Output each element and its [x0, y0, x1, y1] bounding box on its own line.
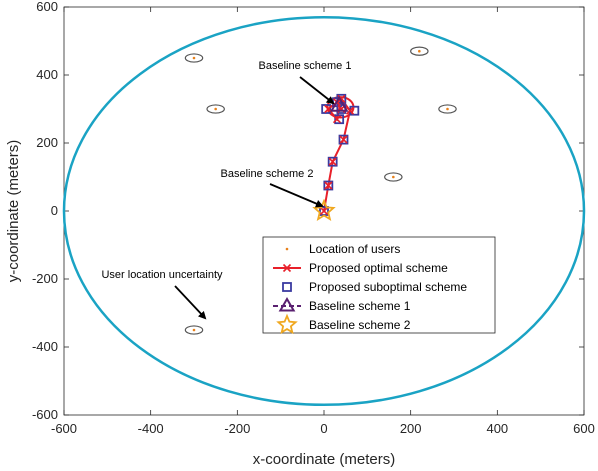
x-marker-stroke	[324, 181, 333, 190]
legend-label: Location of users	[309, 242, 400, 256]
suboptimal-point	[327, 156, 338, 167]
user-uncertainty-ellipse	[438, 104, 457, 114]
x-marker-stroke	[319, 206, 329, 216]
optimal-point	[332, 115, 342, 124]
x-tick-label: -600	[51, 421, 77, 436]
annotation-label: Baseline scheme 1	[259, 60, 352, 72]
x-tick-label: 400	[486, 421, 508, 436]
user-uncertainty-ellipse	[184, 53, 204, 63]
legend-symbol	[278, 296, 296, 312]
annotation-label: Baseline scheme 2	[221, 168, 314, 180]
annotation-arrow	[174, 285, 207, 320]
legend-item: Baseline scheme 2	[276, 313, 411, 335]
optimal-point	[319, 206, 329, 216]
x-marker-stroke	[328, 157, 337, 166]
user-location-point	[418, 49, 421, 53]
x-tick-label: -400	[138, 421, 164, 436]
legend: Location of users Proposed optimal scheme…	[262, 236, 496, 335]
y-tick-label: 0	[51, 203, 58, 218]
legend-label: Proposed optimal scheme	[309, 261, 448, 275]
legend-label: Proposed suboptimal scheme	[309, 280, 467, 294]
legend-symbol	[282, 263, 292, 273]
legend-item: Location of users	[285, 242, 400, 256]
suboptimal-point	[334, 114, 345, 125]
legend-label: Baseline scheme 1	[309, 299, 411, 313]
user-uncertainty-ellipse	[184, 325, 204, 335]
legend-item: Proposed optimal scheme	[273, 261, 448, 275]
suboptimal-point	[338, 134, 349, 145]
user-uncertainty-ellipse	[384, 172, 403, 182]
baseline2-point	[312, 198, 336, 221]
x-marker-stroke	[339, 135, 348, 144]
x-tick-label: 200	[400, 421, 422, 436]
coverage-boundary-circle	[62, 15, 586, 407]
optimal-point	[324, 181, 333, 190]
annotation-arrow	[269, 183, 324, 208]
x-marker-stroke	[324, 104, 333, 114]
user-location-point	[192, 56, 196, 60]
x-marker-stroke	[282, 263, 292, 273]
optimal-point	[328, 157, 337, 166]
y-tick-label: 600	[36, 0, 58, 14]
suboptimal-point	[323, 180, 334, 191]
x-tick-label: 600	[573, 421, 595, 436]
legend-symbol	[285, 247, 289, 251]
legend-label: Baseline scheme 2	[309, 318, 411, 332]
legend-box	[262, 236, 496, 334]
user-uncertainty-ellipse	[410, 46, 429, 56]
y-axis-title: y-coordinate (meters)	[5, 140, 22, 283]
optimal-point	[339, 135, 348, 144]
legend-symbol	[276, 313, 298, 335]
annotation-label: User location uncertainty	[101, 269, 223, 281]
y-tick-label: -600	[32, 407, 58, 422]
y-tick-label: -400	[32, 339, 58, 354]
y-tick-label: 400	[36, 67, 58, 82]
annotation-arrow	[299, 76, 335, 105]
optimal-point	[345, 106, 355, 115]
x-marker-stroke	[345, 106, 355, 115]
x-tick-label: -200	[224, 421, 250, 436]
x-axis-title: x-coordinate (meters)	[253, 451, 396, 468]
y-tick-label: 200	[36, 135, 58, 150]
baseline1-point	[329, 95, 349, 112]
legend-item: Proposed suboptimal scheme	[282, 280, 467, 294]
user-location-point	[192, 328, 196, 332]
suboptimal-point	[321, 104, 332, 114]
x-marker-stroke	[332, 115, 342, 124]
legend-symbol	[282, 282, 292, 292]
y-tick-label: -200	[32, 271, 58, 286]
legend-item: Baseline scheme 1	[273, 296, 411, 313]
user-location-point	[214, 107, 217, 111]
user-location-point	[392, 175, 395, 179]
user-location-point	[446, 107, 449, 111]
user-uncertainty-ellipse	[206, 104, 225, 114]
x-tick-label: 0	[320, 421, 327, 436]
